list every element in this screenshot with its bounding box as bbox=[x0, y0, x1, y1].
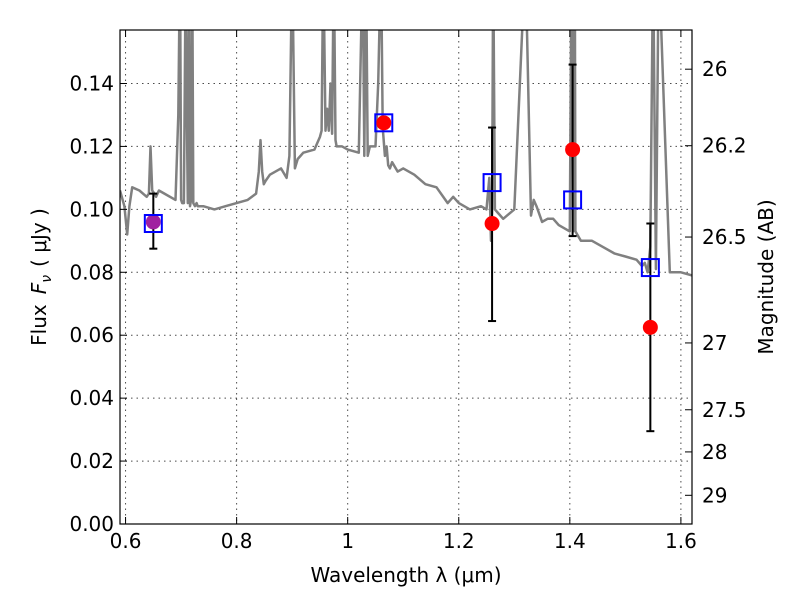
y-axis-label: Flux Fν ( μJy ) bbox=[27, 208, 55, 346]
observed-flux-point bbox=[376, 115, 392, 131]
observed-flux-point bbox=[642, 319, 658, 335]
model-flux-square bbox=[143, 214, 163, 234]
y2-tick-label: 26.5 bbox=[702, 225, 747, 249]
plot-frame bbox=[119, 29, 693, 525]
y-tick-label: 0.14 bbox=[69, 71, 114, 95]
y-tick-label: 0.00 bbox=[69, 512, 114, 536]
y-tick-label: 0.02 bbox=[69, 449, 114, 473]
grid bbox=[120, 30, 692, 524]
model-flux-square bbox=[640, 258, 660, 278]
y2-tick-label: 27 bbox=[702, 331, 727, 355]
observed-flux-point bbox=[565, 142, 581, 158]
y2-tick-label: 26 bbox=[702, 57, 727, 81]
y-axis-label-symbol: F bbox=[27, 282, 51, 294]
x-tick-label: 1.2 bbox=[443, 529, 475, 553]
observed-flux-point bbox=[145, 214, 161, 230]
x-axis-label: Wavelength λ (μm) bbox=[310, 563, 501, 587]
x-tick-label: 0.6 bbox=[110, 529, 142, 553]
y-axis-label-subscript: ν bbox=[39, 275, 55, 283]
y-tick-label: 0.10 bbox=[69, 197, 114, 221]
model-flux-square bbox=[482, 173, 502, 193]
x-tick-label: 1 bbox=[341, 529, 354, 553]
x-tick-label: 1.6 bbox=[665, 529, 697, 553]
photometry-markers bbox=[143, 63, 660, 433]
model-flux-square bbox=[374, 113, 394, 133]
y2-tick-label: 29 bbox=[702, 483, 727, 507]
y-tick-label: 0.04 bbox=[69, 386, 114, 410]
y2-tick-label: 27.5 bbox=[702, 398, 747, 422]
y-tick-label: 0.12 bbox=[69, 134, 114, 158]
template-spectrum-line bbox=[120, 30, 692, 277]
x-tick-label: 1.4 bbox=[554, 529, 586, 553]
y-axis-label-prefix: Flux bbox=[27, 304, 51, 346]
y2-tick-label: 28 bbox=[702, 440, 727, 464]
y-axis-label-unit: ( μJy ) bbox=[27, 208, 51, 267]
observed-flux-point bbox=[484, 216, 500, 232]
model-flux-square bbox=[563, 190, 583, 210]
y-tick-label: 0.08 bbox=[69, 260, 114, 284]
x-tick-label: 0.8 bbox=[221, 529, 253, 553]
y-tick-label: 0.06 bbox=[69, 323, 114, 347]
plot-area bbox=[120, 30, 692, 277]
axis-ticks: 0.6 0.8 1 1.2 1.4 1.6 0.00 0.02 0.04 0.06 0.08 0.10… bbox=[69, 30, 747, 553]
y2-tick-label: 26.2 bbox=[702, 134, 747, 158]
y2-axis-label: Magnitude (AB) bbox=[754, 199, 778, 354]
